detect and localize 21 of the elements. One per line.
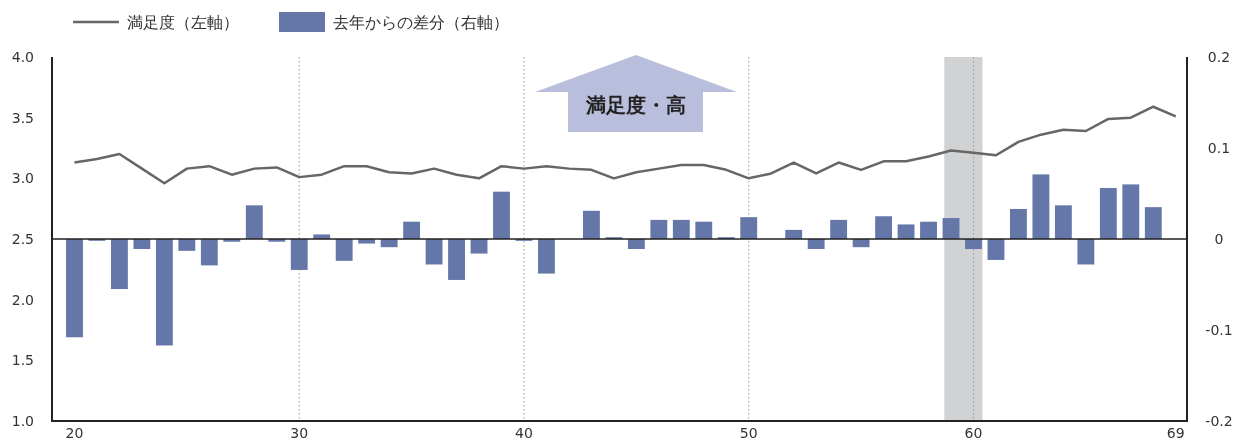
y-tick-label: 3.0 bbox=[11, 170, 34, 187]
y-tick-label: 1.5 bbox=[11, 352, 34, 369]
y-tick-label: 2.0 bbox=[11, 291, 34, 308]
y-tick-label: 1.0 bbox=[11, 413, 34, 429]
annotation: 満足度・高 bbox=[585, 93, 686, 117]
y2-tick-label: -0.2 bbox=[1205, 413, 1233, 429]
x-tick-label: 40 bbox=[515, 425, 533, 441]
legend-label: 満足度（左軸） bbox=[127, 12, 239, 32]
legend-label: 去年からの差分（右軸） bbox=[333, 12, 509, 32]
y-tick-label: 3.5 bbox=[11, 109, 34, 126]
y2-tick-label: -0.1 bbox=[1205, 322, 1233, 338]
x-tick-label: 30 bbox=[290, 425, 309, 441]
y-tick-label: 4.0 bbox=[11, 49, 34, 65]
y2-tick-label: 0.1 bbox=[1207, 140, 1231, 156]
y2-tick-label: 0 bbox=[1214, 231, 1224, 247]
x-tick-label: 69 bbox=[1166, 425, 1185, 441]
y-tick-label: 2.5 bbox=[11, 231, 34, 247]
x-tick-label: 50 bbox=[739, 425, 758, 441]
x-tick-label: 20 bbox=[65, 425, 84, 441]
x-tick-label: 60 bbox=[964, 425, 983, 441]
y2-tick-label: 0.2 bbox=[1207, 49, 1231, 65]
